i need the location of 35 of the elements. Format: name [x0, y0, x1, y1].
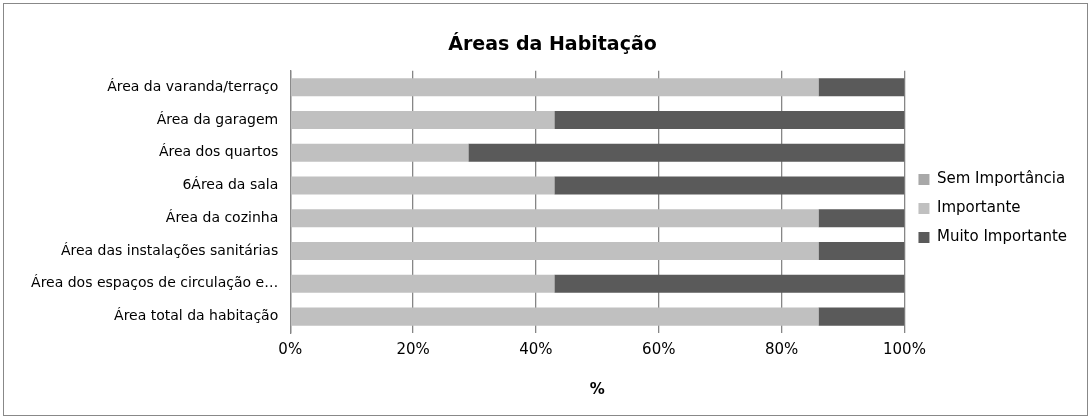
- y-tick-label: Área das instalações sanitárias: [60, 241, 279, 258]
- y-tick-label: Área da varanda/terraço: [107, 77, 279, 94]
- y-tick-label: Área da cozinha: [165, 208, 279, 225]
- bar: [290, 143, 469, 162]
- x-tick-label: 60%: [642, 339, 676, 358]
- x-tick-label: 0%: [278, 339, 303, 358]
- bar: [290, 78, 819, 97]
- y-tick-label: Área total da habitação: [114, 307, 279, 324]
- bar: [290, 307, 819, 326]
- x-tick-label: 80%: [764, 339, 799, 358]
- x-tick-label: 40%: [519, 339, 553, 358]
- bar: [290, 274, 555, 293]
- bar: [290, 110, 555, 129]
- x-axis-title: %: [589, 379, 605, 398]
- y-tick-label: Área dos espaços de circulação e…: [31, 274, 279, 291]
- bar: [290, 209, 819, 228]
- bar: [290, 176, 555, 195]
- bar: [818, 78, 905, 97]
- y-tick-label: 6Área da sala: [182, 176, 279, 193]
- bar: [468, 143, 905, 162]
- legend-label: Sem Importância: [936, 169, 1066, 188]
- x-tick-label: 20%: [396, 339, 430, 358]
- y-tick-label: Área da garagem: [156, 110, 279, 127]
- bar: [554, 110, 905, 129]
- chart-title: Áreas da Habitação: [448, 32, 657, 55]
- bar: [554, 274, 905, 293]
- x-tick-label: 100%: [883, 339, 926, 358]
- bar: [818, 307, 905, 326]
- y-tick-label: Área dos quartos: [158, 143, 279, 160]
- bar: [554, 176, 905, 195]
- bar: [818, 209, 905, 228]
- bar: [290, 242, 819, 261]
- bar: [818, 242, 905, 261]
- legend-label: Muito Importante: [936, 227, 1068, 246]
- legend-label: Importante: [936, 198, 1021, 217]
